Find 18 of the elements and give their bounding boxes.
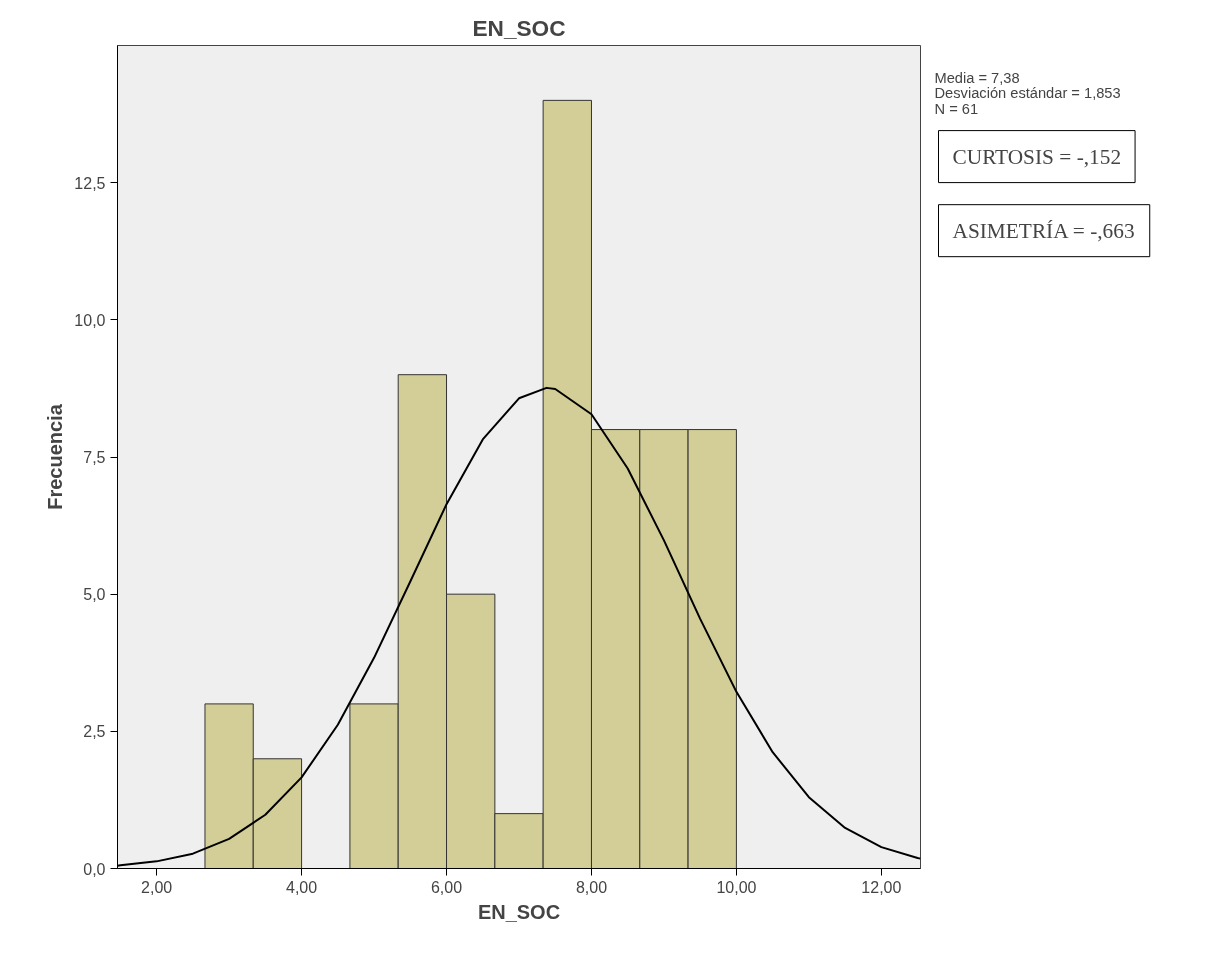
- y-tick-label: 5,0: [83, 586, 106, 604]
- x-axis-title: EN_SOC: [477, 900, 561, 923]
- x-tick-label: 12,00: [861, 878, 902, 896]
- text: ASIMETRÍA = -,663: [952, 218, 1135, 243]
- chart-title: EN_SOC: [472, 14, 566, 41]
- y-tick-label: 10,0: [74, 311, 106, 329]
- text: CURTOSIS = -,152: [952, 144, 1122, 169]
- x-tick-label: 4,00: [286, 878, 318, 896]
- y-tick-label: 7,5: [83, 449, 106, 466]
- x-tick-label: 8,00: [575, 878, 608, 896]
- y-tick-label: 12,5: [74, 174, 106, 192]
- text: Media = 7,38 Desviación estándar = 1,853 N = 61: [934, 70, 1121, 117]
- y-tick-label: 2,5: [83, 723, 106, 741]
- x-tick-label: 10,00: [716, 878, 757, 896]
- x-tick-label: 6,00: [430, 878, 463, 896]
- y-axis-title: Frecuencia: [44, 403, 67, 510]
- y-tick-label: 0,0: [83, 860, 106, 878]
- x-tick-label: 2,00: [141, 878, 173, 896]
